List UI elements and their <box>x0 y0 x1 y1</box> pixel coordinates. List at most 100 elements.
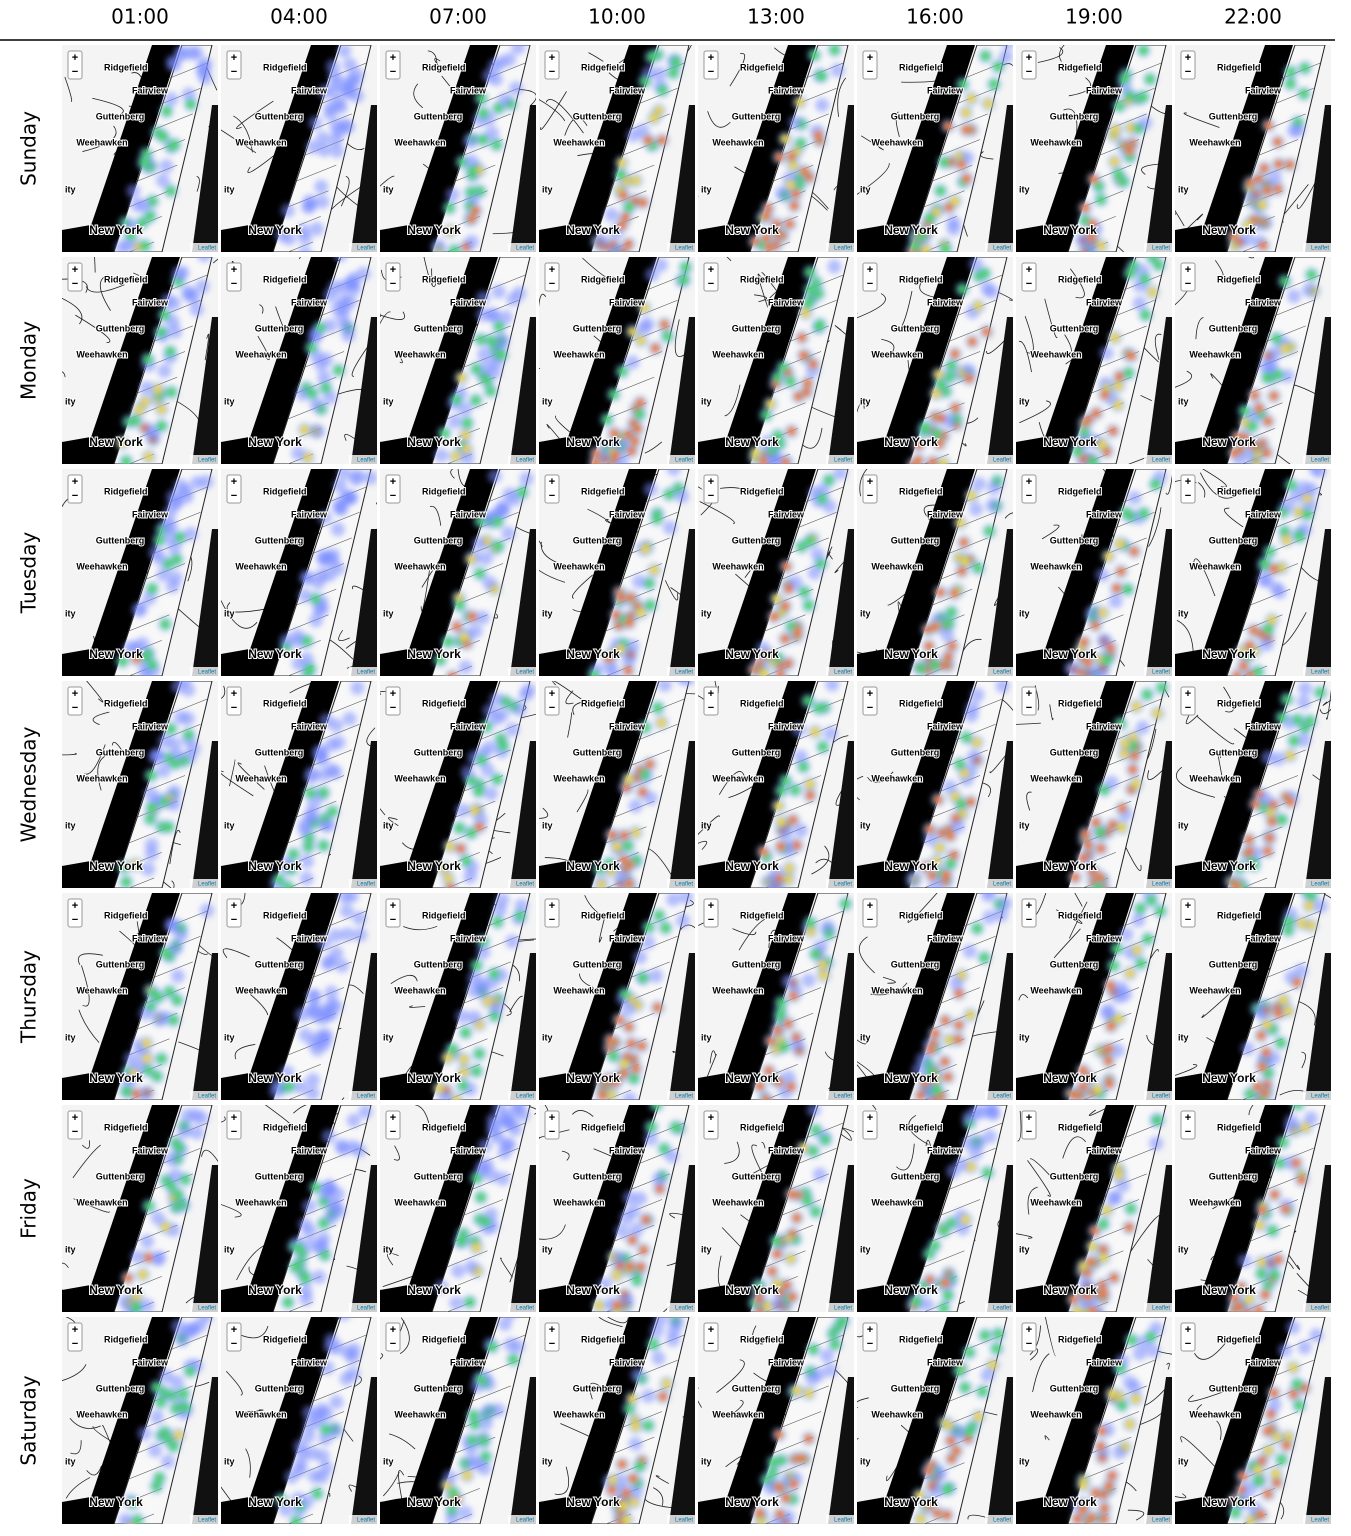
place-label: Guttenberg <box>255 535 304 545</box>
zoom-in: + <box>867 476 873 488</box>
heat-blob <box>469 613 476 620</box>
attribution: Leaflet <box>993 1094 1011 1100</box>
heat-blob <box>939 157 949 167</box>
zoom-out: − <box>231 490 237 502</box>
heat-blob <box>958 568 965 575</box>
place-label: Fairview <box>1245 721 1282 731</box>
heat-blob <box>1297 695 1311 709</box>
place-label: New York <box>407 647 461 661</box>
heat-blob <box>910 241 920 251</box>
heat-blob <box>922 245 930 253</box>
heat-blob <box>1286 480 1296 490</box>
heat-blob <box>307 388 317 398</box>
place-label: Guttenberg <box>255 111 304 121</box>
heat-blob <box>1096 568 1110 582</box>
heat-blob <box>760 670 768 678</box>
heat-blob <box>932 1030 939 1037</box>
heat-blob <box>675 489 689 503</box>
zoom-out: − <box>1185 278 1191 290</box>
heat-blob <box>935 370 943 378</box>
place-label: ity <box>860 184 871 194</box>
place-label: Ridgefield <box>263 62 307 72</box>
heat-blob <box>761 410 771 420</box>
place-label: Fairview <box>1245 297 1282 307</box>
heat-blob <box>760 848 767 855</box>
zoom-in: + <box>72 264 78 276</box>
heat-blob <box>339 318 353 332</box>
heat-blob <box>1112 944 1122 954</box>
place-label: Weehawken <box>553 349 604 359</box>
heat-blob <box>1250 627 1257 634</box>
heat-blob <box>1109 594 1123 608</box>
heat-blob <box>302 636 312 646</box>
heat-blob <box>1260 242 1267 249</box>
place-label: ity <box>383 820 394 830</box>
heat-blob <box>1233 672 1240 679</box>
place-label: Weehawken <box>76 137 127 147</box>
heat-blob <box>489 72 503 86</box>
place-label: ity <box>542 396 553 406</box>
heat-blob <box>434 448 448 462</box>
heat-blob <box>305 811 319 825</box>
place-label: Guttenberg <box>1209 111 1258 121</box>
heat-blob <box>820 920 834 934</box>
heat-blob <box>663 521 677 535</box>
heat-blob <box>472 961 482 971</box>
place-label: Guttenberg <box>414 111 463 121</box>
place-label: Guttenberg <box>732 959 781 969</box>
heat-blob <box>452 452 460 460</box>
heat-blob <box>475 977 489 991</box>
map-tile: +−RidgefieldFairviewGuttenbergWeehawkeni… <box>1175 679 1350 894</box>
heat-blob <box>949 976 963 990</box>
heat-blob <box>982 910 996 924</box>
attribution: Leaflet <box>1311 882 1329 888</box>
heat-blob <box>449 673 456 680</box>
place-label: Fairview <box>609 509 646 519</box>
heat-blob <box>320 550 334 564</box>
heat-blob <box>459 660 473 674</box>
heat-blob <box>157 421 167 431</box>
heat-blob <box>810 547 824 561</box>
attribution: Leaflet <box>357 882 375 888</box>
heat-blob <box>447 885 454 892</box>
heat-blob <box>471 806 479 814</box>
heat-blob <box>645 600 655 610</box>
heat-blob <box>460 1055 468 1063</box>
heat-blob <box>168 325 182 339</box>
heat-blob <box>1108 1023 1115 1030</box>
heat-blob <box>811 728 819 736</box>
heat-blob <box>650 114 658 122</box>
heat-blob <box>324 986 338 1000</box>
place-label: Fairview <box>1245 85 1282 95</box>
heat-blob <box>621 832 628 839</box>
heat-blob <box>309 1008 323 1022</box>
heat-blob <box>161 948 171 958</box>
zoom-in: + <box>1185 52 1191 64</box>
heat-blob <box>818 742 828 752</box>
place-label: Ridgefield <box>1217 486 1261 496</box>
heat-blob <box>931 624 938 631</box>
place-label: Guttenberg <box>573 959 622 969</box>
heat-blob <box>306 1073 320 1087</box>
heat-blob <box>783 563 790 570</box>
heat-blob <box>1240 662 1247 669</box>
place-label: New York <box>248 647 302 661</box>
attribution: Leaflet <box>675 670 693 676</box>
heat-blob <box>654 1004 661 1011</box>
place-label: Fairview <box>1245 509 1282 519</box>
heat-blob <box>1138 92 1148 102</box>
attribution: Leaflet <box>675 1094 693 1100</box>
place-label: Guttenberg <box>732 747 781 757</box>
heat-blob <box>967 95 975 103</box>
heat-blob <box>356 267 370 281</box>
heat-blob <box>659 137 666 144</box>
heat-blob <box>1154 260 1164 270</box>
heat-blob <box>319 841 329 851</box>
heat-blob <box>492 774 502 784</box>
heat-blob <box>307 989 321 1003</box>
heat-blob <box>121 456 131 466</box>
place-label: Weehawken <box>553 137 604 147</box>
place-label: Ridgefield <box>263 486 307 496</box>
heat-blob <box>1302 509 1312 519</box>
heat-blob <box>986 498 1000 512</box>
